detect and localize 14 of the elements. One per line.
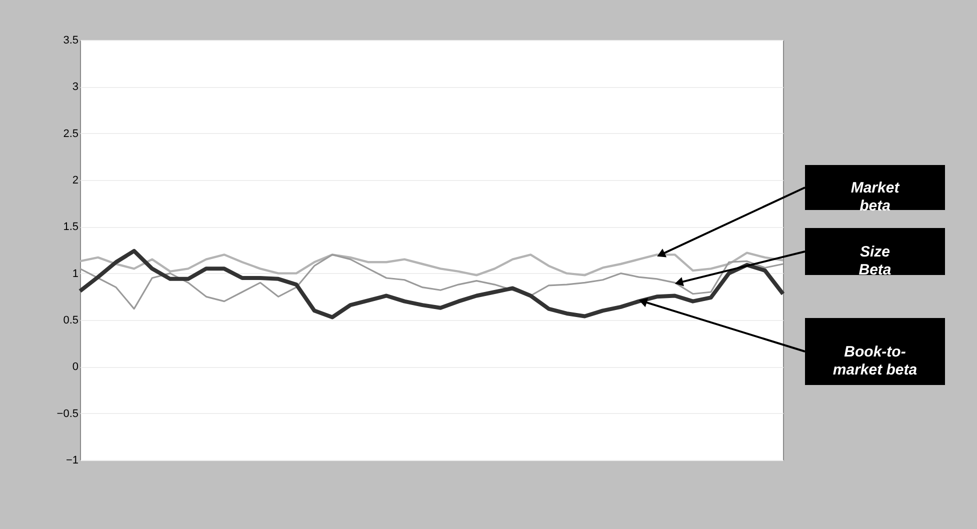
text: Book-to-market beta [832,344,918,378]
y-tick-label: 0 [72,361,78,374]
y-tick-label: 3.5 [63,34,78,46]
y-tick-label: 1.5 [63,221,78,234]
line-series [78,248,785,320]
y-tick-label: 2 [72,174,78,186]
y-tick-label: 1 [72,268,78,280]
y-tick-label: −0.5 [56,408,78,420]
y-tick-label: 3 [72,81,78,94]
y-tick-label: 2.5 [63,128,78,140]
line-series [79,254,784,310]
y-tick-label: −1 [66,454,78,466]
text: Size Beta [858,244,892,278]
y-tick-label: 0.5 [63,314,78,326]
